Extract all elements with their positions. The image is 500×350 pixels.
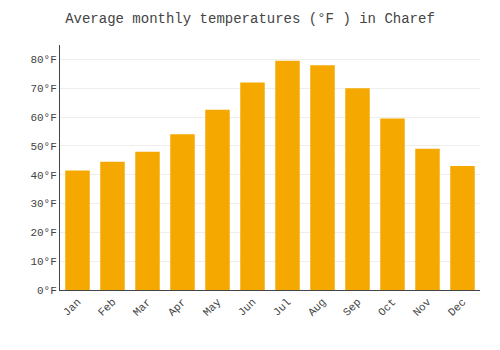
svg-text:Aug: Aug xyxy=(306,296,328,318)
svg-text:Jul: Jul xyxy=(271,296,293,318)
svg-text:Average monthly temperatures (: Average monthly temperatures (°F ) in Ch… xyxy=(65,11,435,27)
svg-text:40°F: 40°F xyxy=(30,170,56,182)
svg-text:0°F: 0°F xyxy=(37,285,57,297)
svg-text:60°F: 60°F xyxy=(30,112,56,124)
svg-text:50°F: 50°F xyxy=(30,141,56,153)
svg-text:Sep: Sep xyxy=(341,296,363,318)
svg-text:30°F: 30°F xyxy=(30,198,56,210)
svg-text:May: May xyxy=(201,296,224,319)
svg-text:80°F: 80°F xyxy=(30,54,56,66)
svg-text:Feb: Feb xyxy=(96,296,118,318)
svg-text:Dec: Dec xyxy=(446,296,468,318)
svg-text:Jan: Jan xyxy=(61,296,83,318)
svg-text:20°F: 20°F xyxy=(30,227,56,239)
svg-text:Oct: Oct xyxy=(376,296,398,318)
svg-text:10°F: 10°F xyxy=(30,256,56,268)
svg-text:Apr: Apr xyxy=(166,296,188,318)
svg-text:70°F: 70°F xyxy=(30,83,56,95)
svg-text:Nov: Nov xyxy=(411,296,434,319)
svg-text:Mar: Mar xyxy=(131,296,153,318)
svg-text:Jun: Jun xyxy=(236,296,258,318)
